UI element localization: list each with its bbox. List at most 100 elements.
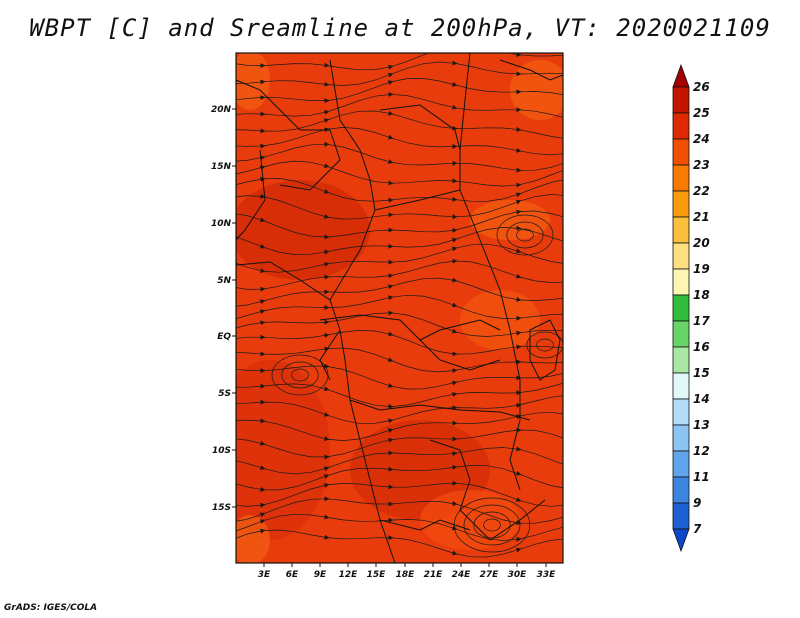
lon-label: 33E <box>537 570 557 580</box>
wbpt-patch <box>510 60 563 120</box>
country-border <box>349 399 531 421</box>
streamline-eddy <box>516 228 534 242</box>
streamline <box>236 210 563 238</box>
colorbar-box <box>672 138 690 166</box>
lon-label: 24E <box>452 570 472 580</box>
colorbar-label: 20 <box>693 236 710 250</box>
lat-label: 5S <box>218 389 231 399</box>
streamline <box>236 465 563 491</box>
colorbar-top-arrow <box>672 63 690 88</box>
lat-label: 10S <box>212 446 231 456</box>
streamline <box>236 277 563 307</box>
colorbar-label: 18 <box>693 288 710 302</box>
colorbar-box <box>672 450 690 478</box>
colorbar-box <box>672 320 690 348</box>
streamline <box>236 127 563 156</box>
colorbar-box <box>672 242 690 270</box>
lon-label: 15E <box>367 570 387 580</box>
country-border <box>279 129 341 191</box>
streamline <box>236 330 563 355</box>
colorbar-box <box>672 164 690 192</box>
colorbar-box <box>672 268 690 296</box>
colorbar-label: 15 <box>693 366 710 380</box>
streamline <box>236 529 563 558</box>
lon-label: 9E <box>314 570 327 580</box>
streamline-eddy <box>526 331 563 359</box>
lon-label: 21E <box>424 570 444 580</box>
streamline <box>236 61 563 86</box>
colorbar-box <box>672 398 690 426</box>
streamline <box>236 411 563 441</box>
country-border <box>529 319 561 381</box>
streamline <box>236 482 563 507</box>
lon-label: 30E <box>508 570 528 580</box>
chart-title: WBPT [C] and Sreamline at 200hPa, VT: 20… <box>29 14 771 42</box>
country-border <box>235 79 301 131</box>
map-frame <box>235 52 564 564</box>
streamline <box>236 294 563 320</box>
country-border <box>379 104 461 151</box>
wbpt-patch <box>236 180 370 280</box>
streamline <box>236 78 563 101</box>
lat-label: 15N <box>211 162 232 172</box>
colorbar-label: 23 <box>693 158 710 172</box>
lat-label: 20N <box>211 105 232 115</box>
colorbar-box <box>672 476 690 504</box>
lon-label: 6E <box>286 570 299 580</box>
colorbar-box <box>672 86 690 114</box>
colorbar-label: 26 <box>693 80 710 94</box>
colorbar-box <box>672 190 690 218</box>
streamline <box>236 429 563 458</box>
streamline <box>236 194 563 220</box>
lon-label: 27E <box>480 570 500 580</box>
streamline <box>236 160 563 187</box>
streamline <box>236 110 563 139</box>
lat-label: 15S <box>212 503 231 513</box>
wbpt-patch <box>236 515 270 563</box>
colorbar-box <box>672 424 690 452</box>
colorbar-label: 14 <box>693 392 710 406</box>
grads-credit: GrADS: IGES/COLA <box>4 603 98 613</box>
lon-label: 12E <box>339 570 359 580</box>
colorbar-label: 17 <box>693 314 710 328</box>
streamline <box>236 227 563 255</box>
streamline <box>236 93 563 118</box>
colorbar-label: 12 <box>693 444 710 458</box>
colorbar-box <box>672 502 690 530</box>
streamline <box>236 143 563 171</box>
streamline-eddy <box>473 511 511 539</box>
streamline-eddy <box>281 361 319 389</box>
streamline-eddy <box>483 518 501 532</box>
colorbar-label: 22 <box>693 184 710 198</box>
lat-label: 10N <box>211 219 232 229</box>
colorbar-label: 9 <box>693 496 701 510</box>
lon-label: 18E <box>396 570 416 580</box>
streamline <box>236 447 563 475</box>
streamline <box>236 243 563 273</box>
country-border <box>419 339 501 371</box>
country-border <box>379 519 471 531</box>
country-border <box>329 59 376 301</box>
streamline-eddy <box>496 214 554 256</box>
streamline <box>236 260 563 290</box>
colorbar-label: 21 <box>693 210 710 224</box>
country-border <box>235 261 396 564</box>
country-border <box>459 189 521 491</box>
country-border <box>499 59 564 81</box>
lat-label: 5N <box>217 276 231 286</box>
country-border <box>235 149 266 241</box>
streamline-eddy <box>463 504 521 546</box>
country-border <box>319 329 341 381</box>
colorbar-label: 19 <box>693 262 710 276</box>
colorbar-box <box>672 346 690 374</box>
streamline <box>236 178 563 202</box>
colorbar-label: 25 <box>693 106 710 120</box>
streamline <box>236 365 563 390</box>
streamline-eddy <box>536 338 554 352</box>
colorbar-label: 16 <box>693 340 710 354</box>
country-border <box>429 439 546 541</box>
streamline <box>236 347 563 373</box>
colorbar-bottom-arrow <box>672 528 690 553</box>
